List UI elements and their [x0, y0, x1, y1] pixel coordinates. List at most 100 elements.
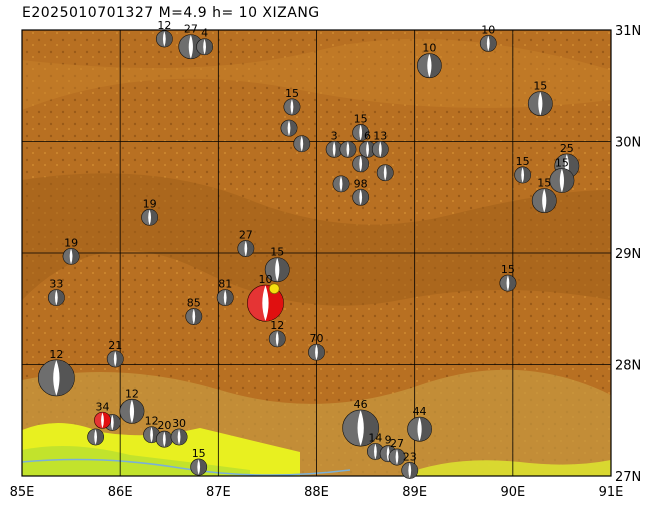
beachball-compression — [342, 410, 361, 447]
depth-label: 12 — [145, 415, 159, 428]
depth-label: 15 — [285, 87, 299, 100]
x-tick-label: 86E — [108, 485, 133, 500]
depth-label: 15 — [270, 246, 284, 259]
depth-label: 15 — [516, 155, 530, 168]
depth-label: 44 — [413, 405, 427, 418]
beachball-compression — [115, 350, 124, 367]
focal-mechanism-ball: 27 — [388, 437, 406, 466]
map-frame — [21, 29, 612, 477]
focal-mechanism-ball: 15 — [283, 87, 301, 116]
depth-label: 23 — [403, 450, 417, 463]
beachball-compression — [178, 34, 191, 59]
grid-lines — [22, 30, 611, 476]
y-tick-label: 30N — [615, 136, 641, 151]
beachball-compression — [56, 289, 65, 306]
focal-mechanism-ball: 12 — [37, 348, 75, 397]
beachball-compression — [334, 141, 343, 158]
beachball-compression — [326, 141, 335, 158]
beachball-compression — [156, 431, 165, 448]
beachball-compression — [352, 124, 361, 141]
depth-label: 85 — [187, 297, 201, 310]
x-tick-label: 88E — [304, 485, 329, 500]
focal-mechanism-ball: 15 — [531, 177, 557, 213]
beachball-compression — [293, 135, 302, 152]
beachball-compression — [71, 248, 80, 265]
beachball-compression — [283, 98, 292, 115]
longitude-ticks: 85E 86E 87E 88E 89E 90E 91E — [10, 485, 624, 500]
beachball-compression — [198, 459, 207, 476]
depth-label: 15 — [501, 263, 515, 276]
focal-mechanism-ball: 98 — [352, 177, 370, 206]
depth-label: 27 — [390, 437, 404, 450]
beachball-compression — [347, 141, 356, 158]
focal-mechanism-ball — [280, 119, 298, 137]
depth-label: 34 — [95, 400, 109, 413]
depth-label: 21 — [108, 339, 122, 352]
focal-mechanism-ball — [87, 428, 105, 446]
focal-mechanism-ball: 3 — [325, 129, 343, 158]
beachball-compression — [352, 189, 361, 206]
focal-mechanism-ball: 12 — [155, 19, 173, 48]
focal-mechanism-ball: 13 — [371, 129, 389, 158]
focal-mechanism-ball: 15 — [549, 157, 575, 193]
beachball-compression — [265, 257, 278, 282]
beachball-compression — [217, 289, 226, 306]
focal-mechanism-ball: 15 — [190, 447, 208, 476]
depth-label: 12 — [270, 319, 284, 332]
beachball-compression — [291, 98, 300, 115]
beachball-compression — [185, 308, 194, 325]
depth-label: 19 — [64, 236, 78, 249]
beachball-compression — [388, 449, 397, 466]
beachball-compression — [265, 285, 284, 322]
beachball-compression — [87, 428, 96, 445]
depth-label: 20 — [157, 419, 171, 432]
beachball-compression — [352, 155, 361, 172]
focal-mechanism-ball: 19 — [62, 236, 80, 265]
beachball-compression — [164, 431, 173, 448]
beachball-compression — [289, 120, 298, 137]
beachball-compression — [179, 428, 188, 445]
focal-mechanism-ball: 20 — [155, 419, 173, 448]
depth-label: 46 — [354, 398, 368, 411]
beachball-compression — [480, 35, 489, 52]
depth-label: 10 — [422, 42, 436, 55]
depth-label: 13 — [373, 129, 387, 142]
beachball-compression — [119, 399, 132, 424]
depth-label: 15 — [537, 177, 551, 190]
beachball-compression — [385, 164, 394, 181]
depth-label: 9 — [385, 434, 392, 447]
focal-mechanism-ball: 81 — [216, 278, 234, 307]
beachball-compression — [190, 459, 199, 476]
beachball-compression — [269, 330, 278, 347]
beachball-compression — [549, 168, 562, 193]
beachball-compression — [48, 289, 57, 306]
beachball-compression — [367, 443, 376, 460]
depth-label: 98 — [354, 177, 368, 190]
beachball-compression — [359, 141, 368, 158]
beachball-compression — [522, 166, 531, 183]
beachball-compression — [107, 350, 116, 367]
depth-label: 10 — [481, 23, 495, 36]
beachball-compression — [143, 426, 152, 443]
beachball-compression — [308, 344, 317, 361]
x-tick-label: 89E — [402, 485, 427, 500]
beachball-compression — [38, 359, 57, 396]
focal-mechanism-ball: 12 — [143, 415, 160, 444]
beachball-compression — [112, 414, 121, 431]
focal-mechanism-ball: 15 — [499, 263, 517, 292]
focal-mechanism-ball: 12 — [268, 319, 286, 348]
focal-mechanism-ball: 21 — [106, 339, 124, 368]
depth-label: 3 — [331, 129, 338, 142]
lowland-east — [400, 460, 611, 476]
x-tick-label: 85E — [10, 485, 35, 500]
beachball-compression — [540, 91, 553, 116]
y-tick-label: 29N — [615, 247, 641, 262]
depth-label: 19 — [143, 197, 157, 210]
focal-mechanism-ball: 10 — [416, 42, 442, 79]
beachball-compression — [532, 188, 545, 213]
beachball-compression — [360, 155, 369, 172]
focal-mechanism-ball: 33 — [47, 278, 65, 307]
beachball-compression — [360, 124, 369, 141]
depth-label: 81 — [218, 278, 232, 291]
